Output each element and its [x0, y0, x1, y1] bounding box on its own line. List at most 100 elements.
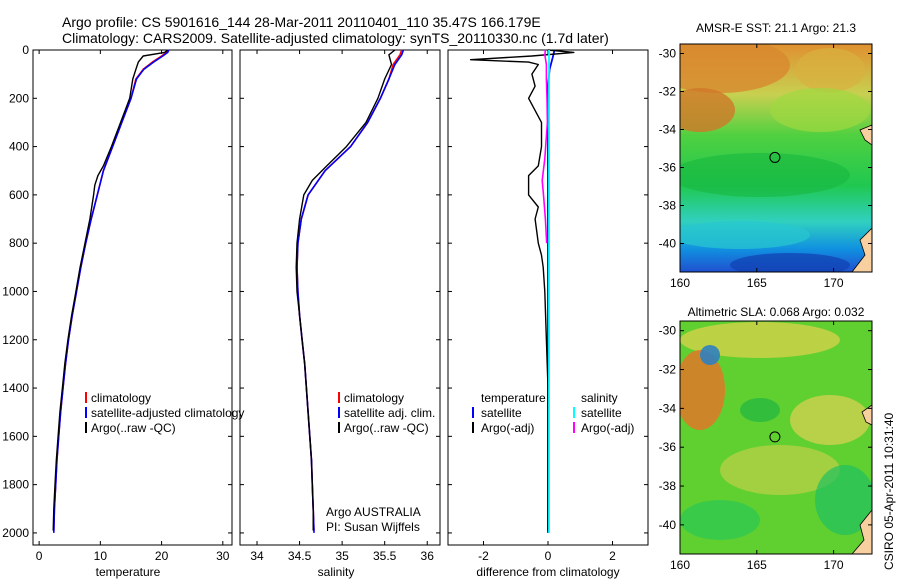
legend-label-climatology: climatology [91, 391, 151, 405]
y-tick-label: -32 [659, 85, 677, 99]
y-tick-label: -36 [659, 161, 677, 175]
y-tick-label: 1000 [2, 284, 29, 298]
x-tick-label: 34.5 [288, 549, 312, 563]
series-line-satellite-adjusted-climatology [53, 49, 170, 533]
y-tick-label: 1800 [2, 478, 29, 492]
x-tick-label: 160 [670, 558, 690, 572]
x-tick-label: 35 [335, 549, 349, 563]
legend-label-sal-argo: Argo(-adj) [581, 421, 634, 435]
x-tick-label: 165 [747, 276, 767, 290]
y-tick-label: 1400 [2, 381, 29, 395]
salinity-lines [295, 49, 405, 533]
credit-line-1: Argo AUSTRALIA [326, 505, 421, 519]
legend-swatch-satellite [338, 407, 340, 418]
y-tick-label: 200 [9, 91, 29, 105]
y-tick-label: 0 [22, 43, 29, 57]
legend-swatch-sal-satellite [573, 407, 575, 418]
sst-map-title: AMSR-E SST: 21.1 Argo: 21.3 [696, 21, 856, 35]
legend-swatch-satellite [85, 407, 87, 418]
sst-map-ticks: 160 165 170 -30 -32 -34 -36 -38 -40 [659, 44, 872, 290]
x-tick-label: 2 [609, 549, 616, 563]
x-tick-label: 30 [216, 549, 230, 563]
sla-float-marker [769, 431, 781, 443]
series-line-argo-raw-qc [52, 49, 169, 531]
x-tick-label: -2 [478, 549, 489, 563]
series-line-salinity-argo-adj [541, 49, 549, 244]
legend-label-argo: Argo(..raw -QC) [91, 421, 176, 435]
series-line-climatology [53, 49, 169, 531]
salinity-legend: climatology satellite adj. clim. Argo(..… [338, 391, 435, 435]
y-tick-label: -40 [659, 518, 677, 532]
temperature-lines [52, 49, 170, 533]
x-tick-label: 0 [545, 549, 552, 563]
legend-swatch-argo [338, 422, 340, 433]
y-tick-label: 2000 [2, 526, 29, 540]
y-tick-label: -30 [659, 324, 677, 338]
y-tick-label: 600 [9, 188, 29, 202]
csiro-timestamp: CSIRO 05-Apr-2011 10:31:40 [882, 412, 896, 570]
legend-swatch-argo [85, 422, 87, 433]
salinity-ticks: 34 34.5 35 35.5 36 [240, 49, 440, 563]
header-line-2: Climatology: CARS2009. Satellite-adjuste… [62, 30, 609, 46]
sst-map-panel: AMSR-E SST: 21.1 Argo: 21.3 160 165 170 -30… [659, 21, 873, 290]
sla-map-axes [679, 320, 873, 555]
x-tick-label: 10 [94, 549, 108, 563]
salinity-profile-panel: 34 34.5 35 35.5 36 salinity climatology sate… [239, 49, 441, 579]
legend-swatch-climatology [338, 392, 340, 403]
legend-title-salinity: salinity [581, 391, 618, 405]
difference-ticks: -2 0 2 [448, 49, 648, 563]
legend-label-satellite-adjusted: satellite-adjusted climatology [91, 406, 244, 420]
sla-field [680, 321, 872, 554]
sst-field [680, 44, 872, 272]
y-tick-label: -30 [659, 47, 677, 61]
temperature-axes [32, 49, 233, 546]
temperature-legend: climatology satellite-adjusted climatolo… [85, 391, 244, 435]
y-tick-label: -38 [659, 199, 677, 213]
y-tick-label: -34 [659, 401, 677, 415]
series-line-climatology [296, 49, 403, 531]
temperature-profile-panel: 0 10 20 30 0 200 400 600 800 1000 1200 1400 1600 1800… [2, 43, 244, 579]
legend-label-argo: Argo(..raw -QC) [344, 421, 429, 435]
series-line-satellite-adj-clim [296, 49, 405, 533]
difference-legend: temperature salinity satellite Argo(-adj… [472, 391, 634, 435]
y-tick-label: 1200 [2, 333, 29, 347]
legend-label-climatology: climatology [344, 391, 404, 405]
y-tick-label: 800 [9, 236, 29, 250]
credit-line-2: PI: Susan Wijffels [326, 520, 420, 534]
sla-map-title: Altimetric SLA: 0.068 Argo: 0.032 [688, 305, 865, 319]
legend-swatch-temp-argo [472, 422, 474, 433]
y-tick-label: -40 [659, 237, 677, 251]
difference-profile-panel: -2 0 2 difference from climatology tempera… [447, 49, 649, 579]
y-tick-label: -36 [659, 440, 677, 454]
y-tick-label: 1600 [2, 429, 29, 443]
y-tick-label: 400 [9, 140, 29, 154]
legend-swatch-sal-argo [573, 422, 575, 433]
x-tick-label: 0 [36, 549, 43, 563]
sla-map-panel: Altimetric SLA: 0.068 Argo: 0.032 160 165… [659, 305, 873, 572]
legend-label-temp-argo: Argo(-adj) [481, 421, 534, 435]
temperature-xlabel: temperature [96, 565, 161, 579]
x-tick-label: 35.5 [373, 549, 397, 563]
header-line-1: Argo profile: CS 5901616_144 28-Mar-2011… [62, 14, 541, 30]
difference-xlabel: difference from climatology [476, 565, 619, 579]
sla-map-ticks: 160 165 170 -30 -32 -34 -36 -38 -40 [659, 321, 872, 572]
y-tick-label: -32 [659, 363, 677, 377]
series-line-argo-adj [469, 49, 575, 531]
legend-label-temp-satellite: satellite [481, 406, 522, 420]
y-tick-label: -38 [659, 479, 677, 493]
x-tick-label: 34 [250, 549, 264, 563]
legend-swatch-climatology [85, 392, 87, 403]
x-tick-label: 170 [824, 558, 844, 572]
legend-label-satellite-adj: satellite adj. clim. [344, 406, 435, 420]
series-line-argo-raw-qc [295, 49, 396, 531]
x-tick-label: 20 [155, 549, 169, 563]
salinity-xlabel: salinity [318, 565, 355, 579]
sst-map-axes [679, 43, 873, 273]
x-tick-label: 170 [824, 276, 844, 290]
legend-label-sal-satellite: satellite [581, 406, 622, 420]
difference-lines [469, 49, 575, 533]
legend-swatch-temp-satellite [472, 407, 474, 418]
salinity-axes [239, 49, 441, 546]
sst-float-marker [769, 151, 781, 163]
